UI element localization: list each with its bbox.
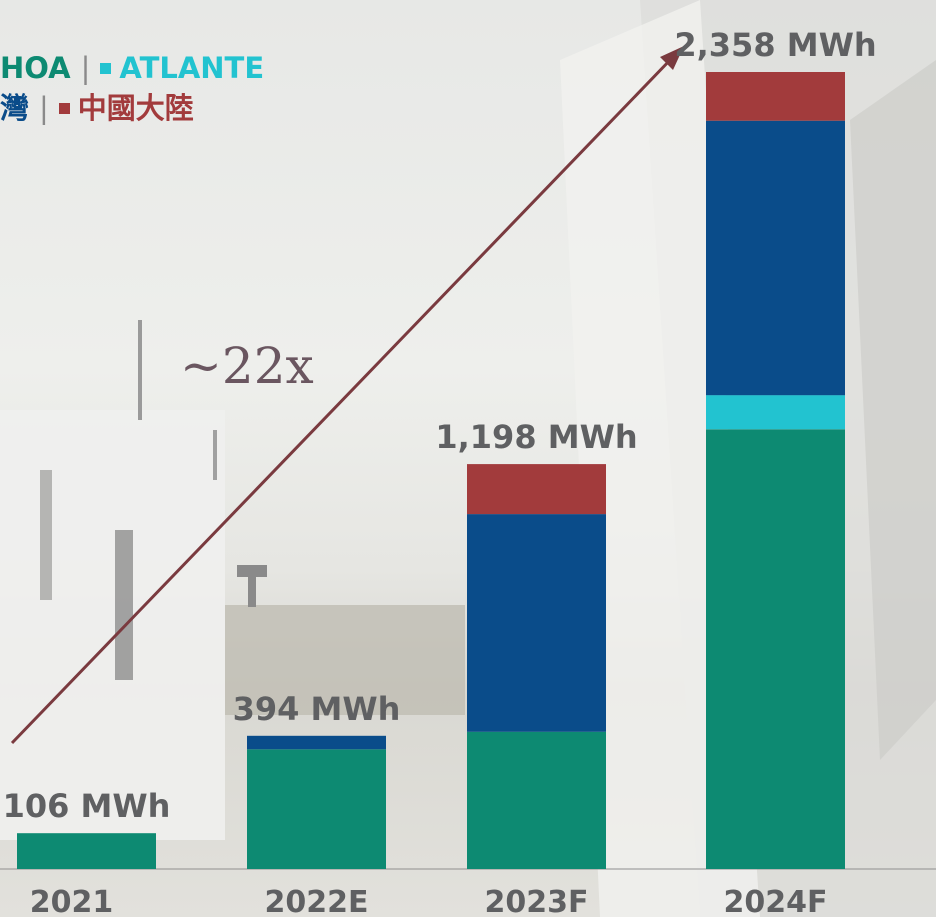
labels-layer: 106 MWh 2021 394 MWh 2022E 1,198 MWh 2023F 2,3…: [3, 26, 877, 917]
legend-item-hoa: HOA: [0, 51, 71, 85]
x-tick-label-2023f: 2023F: [485, 885, 589, 917]
bar-segment-blue-2024f: [706, 120, 845, 396]
x-tick-label-2024f: 2024F: [724, 885, 828, 917]
growth-arrow-line: [10, 56, 674, 745]
legend-item-china: 中國大陸: [77, 91, 194, 125]
legend-row-2: 灣 | 中國大陸: [0, 88, 264, 128]
bar-segment-red-2023f: [467, 464, 606, 515]
growth-arrow-head: [660, 46, 684, 70]
legend-separator: |: [80, 51, 91, 85]
legend-swatch-china: [58, 102, 70, 114]
bar-segment-cyan-2024f: [706, 395, 845, 430]
bar-total-label-2024f: 2,358 MWh: [674, 26, 876, 64]
legend-swatch-atlante: [100, 62, 112, 74]
bar-segment-blue-2023f: [467, 514, 606, 732]
x-tick-label-2021: 2021: [30, 885, 114, 917]
growth-multiplier: ~22x: [180, 337, 314, 395]
bar-segment-green-2023f: [467, 731, 606, 869]
bar-segment-green-2024f: [706, 429, 845, 869]
bar-segment-green-2022e: [247, 749, 386, 869]
bar-segment-red-2024f: [706, 72, 845, 121]
bar-total-label-2023f: 1,198 MWh: [435, 418, 637, 456]
bar-segment-blue-2022e: [247, 735, 386, 750]
legend-separator: |: [39, 91, 49, 125]
bars-layer: [17, 72, 845, 869]
legend-item-atlante: ATLANTE: [119, 51, 265, 85]
x-tick-label-2022e: 2022E: [265, 885, 369, 917]
legend-row-1: HOA | ATLANTE: [0, 48, 264, 88]
bar-total-label-2021: 106 MWh: [3, 787, 171, 825]
bar-segment-green-2021: [17, 833, 156, 869]
legend-item-taiwan: 灣: [0, 91, 30, 125]
legend: HOA | ATLANTE 灣 | 中國大陸: [0, 48, 264, 128]
bar-total-label-2022e: 394 MWh: [233, 690, 401, 728]
